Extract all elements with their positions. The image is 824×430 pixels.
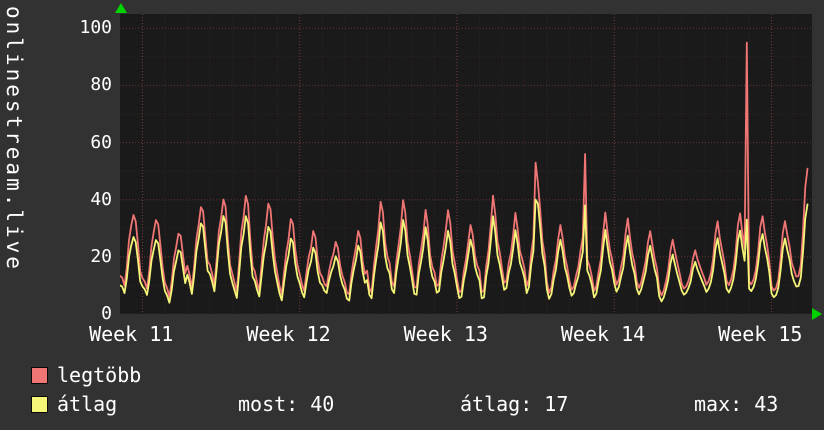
x-axis-arrow-icon — [812, 308, 822, 320]
y-tick-label: 0 — [101, 303, 112, 324]
y-tick-label: 100 — [79, 17, 112, 39]
vertical-axis-label: onlinestream.live — [2, 6, 26, 272]
stat-atlag: átlag: 17 — [460, 392, 569, 416]
legend-label-legtobb: legtöbb — [57, 363, 142, 387]
legend-label-atlag: átlag — [57, 392, 118, 416]
x-tick-label: Week 12 — [246, 322, 331, 346]
series-line-legtöbb — [120, 41, 809, 298]
y-tick-label: 80 — [90, 74, 112, 96]
x-tick-label: Week 11 — [89, 322, 174, 346]
x-tick-label: Week 15 — [718, 322, 803, 346]
stat-most: most: 40 — [238, 392, 335, 416]
y-tick-label: 40 — [90, 188, 112, 210]
y-tick-label: 60 — [90, 131, 112, 153]
plot-area — [120, 14, 812, 314]
chart-svg — [120, 14, 812, 314]
x-tick-label: Week 13 — [403, 322, 488, 346]
y-axis-arrow-icon — [115, 3, 127, 13]
stat-max: max: 43 — [694, 392, 779, 416]
legend-swatch-atlag — [31, 396, 48, 413]
x-tick-label: Week 14 — [560, 322, 646, 346]
series-line-átlag — [120, 198, 809, 304]
legend-swatch-legtobb — [31, 367, 48, 384]
y-tick-label: 20 — [90, 245, 112, 267]
